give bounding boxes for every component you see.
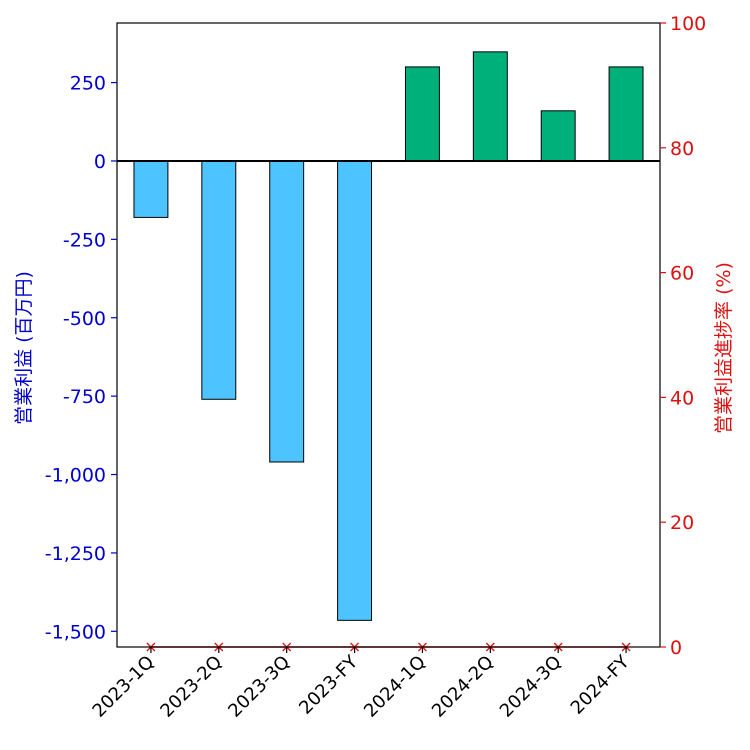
y-axis-label-left: 営業利益 (百万円) bbox=[13, 271, 35, 425]
x-tick-label: 2024-2Q bbox=[428, 652, 498, 722]
x-tick-label: 2024-FY bbox=[567, 651, 635, 719]
right-tick-label: 100 bbox=[670, 13, 706, 35]
left-tick-label: 250 bbox=[70, 73, 106, 95]
right-tick-label: 0 bbox=[670, 637, 682, 659]
bar-2024-1Q bbox=[404, 66, 440, 162]
left-tick-label: -250 bbox=[63, 229, 106, 251]
right-tick-label: 80 bbox=[670, 138, 694, 160]
bar-2023-1Q bbox=[133, 160, 169, 218]
x-tick-label: 2024-1Q bbox=[360, 652, 430, 722]
x-tick-label: 2023-2Q bbox=[156, 652, 226, 722]
x-tick-label: 2024-3Q bbox=[496, 652, 566, 722]
left-tick-label: -500 bbox=[63, 308, 106, 330]
bar-2023-FY bbox=[337, 160, 373, 621]
right-tick-label: 40 bbox=[670, 387, 694, 409]
left-tick-label: -1,000 bbox=[45, 465, 106, 487]
bar-2024-FY bbox=[608, 66, 644, 162]
bar-2024-3Q bbox=[540, 110, 576, 162]
bars-layer bbox=[133, 51, 644, 621]
left-tick-label: -1,250 bbox=[45, 543, 106, 565]
left-tick-label: -750 bbox=[63, 386, 106, 408]
bar-2023-2Q bbox=[201, 160, 237, 400]
right-tick-label: 20 bbox=[670, 512, 694, 534]
left-tick-label: -1,500 bbox=[45, 621, 106, 643]
x-tick-label: 2023-3Q bbox=[224, 652, 294, 722]
right-axis: 100 80 60 40 20 0 bbox=[660, 13, 706, 659]
x-tick-label: 2023-FY bbox=[295, 651, 363, 719]
y-axis-label-right: 営業利益進捗率 (%) bbox=[713, 262, 735, 434]
plot-frame bbox=[116, 22, 661, 648]
x-tick-label: 2023-1Q bbox=[89, 652, 159, 722]
bar-2024-2Q bbox=[472, 51, 508, 162]
left-axis: 250 0 -250 -500 -750 -1,000 -1,250 -1,500 bbox=[45, 73, 117, 643]
right-tick-label: 60 bbox=[670, 263, 694, 285]
left-tick-label: 0 bbox=[94, 151, 106, 173]
bar-2023-3Q bbox=[269, 160, 305, 463]
